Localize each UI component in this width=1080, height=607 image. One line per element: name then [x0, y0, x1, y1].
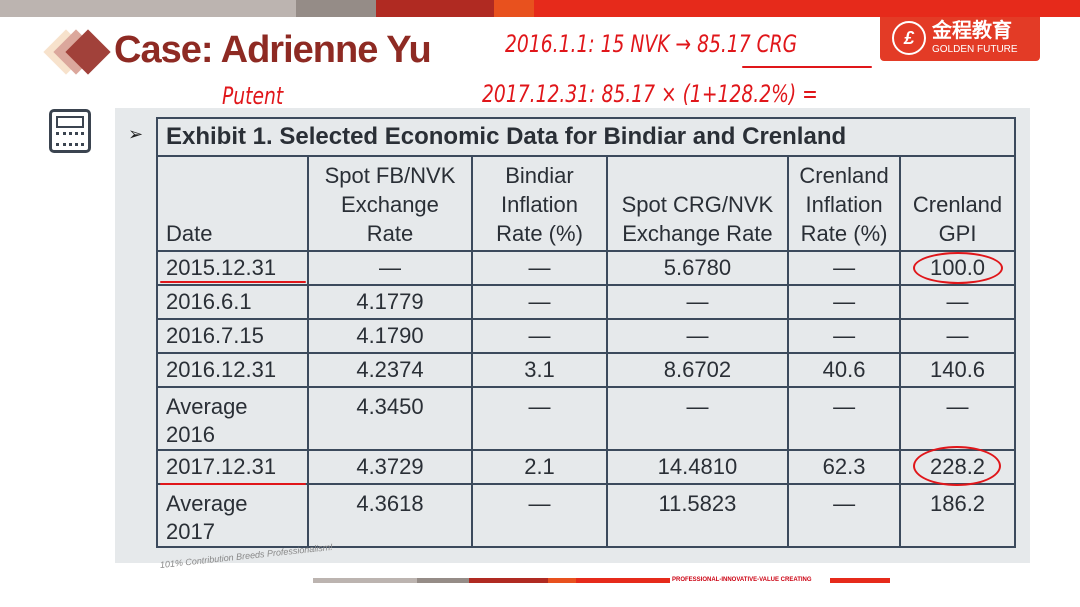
annotation-circle [913, 446, 1001, 486]
footer-bar [830, 578, 890, 583]
table-caption: Exhibit 1. Selected Economic Data for Bi… [156, 117, 1016, 157]
footer-bar [576, 578, 670, 583]
table-cell: — [471, 284, 608, 320]
table-cell: 4.2374 [306, 352, 474, 388]
footer-bar [313, 578, 417, 583]
footer-bar [417, 578, 469, 583]
logo-seal-icon: £ [892, 21, 926, 55]
table-cell: 4.3450 [306, 386, 474, 451]
table-cell: 40.6 [787, 352, 902, 388]
table-cell: 4.1779 [306, 284, 474, 320]
table-cell: 2.1 [471, 449, 608, 485]
table-cell: — [787, 250, 902, 286]
table-cell: 4.3618 [306, 483, 474, 548]
table-cell: 11.5823 [605, 483, 790, 548]
table-cell: 4.3729 [306, 449, 474, 485]
column-header: Spot FB/NVK Exchange Rate [306, 155, 474, 252]
table-cell: — [471, 483, 608, 548]
column-header: Crenland GPI [899, 155, 1016, 252]
column-header: Spot CRG/NVK Exchange Rate [605, 155, 790, 252]
annotation-line2: 2017.12.31: 85.17 × (1+128.2%) = [482, 80, 818, 108]
table-cell: — [787, 386, 902, 451]
table-cell: 2015.12.31 [156, 250, 309, 286]
column-header: Date [156, 155, 309, 252]
footer-tagline: PROFESSIONAL-INNOVATIVE-VALUE CREATING [672, 577, 812, 583]
top-bar-segment [0, 0, 296, 17]
table-cell: 186.2 [899, 483, 1016, 548]
annotation-underline [160, 483, 306, 485]
table-cell: — [471, 386, 608, 451]
top-bar-segment [376, 0, 494, 17]
brand-logo: £ 金程教育 GOLDEN FUTURE [880, 17, 1040, 61]
table-row: Average 2017 4.3618—11.5823—186.2 [156, 483, 1016, 548]
table-cell: 8.6702 [605, 352, 790, 388]
table-cell: — [471, 318, 608, 354]
table-row: Average 2016 4.3450— — — — [156, 386, 1016, 451]
column-header: Bindiar Inflation Rate (%) [471, 155, 608, 252]
column-header: Crenland Inflation Rate (%) [787, 155, 902, 252]
top-bar-segment [296, 0, 376, 17]
logo-text-cn: 金程教育 [932, 20, 1012, 42]
top-bar-segment [534, 0, 1080, 17]
table-cell: 62.3 [787, 449, 902, 485]
arrow-bullet-icon: ➢ [128, 124, 144, 144]
table-cell: — [471, 250, 608, 286]
table-row: 2016.7.15 4.1790— — — — [156, 318, 1016, 354]
table-cell: 140.6 [899, 352, 1016, 388]
table-row: 2017.12.31 4.3729 2.1 14.4810 62.3 228.2 [156, 449, 1016, 485]
annotation-line1: 2016.1.1: 15 NVK → 85.17 CRG [505, 30, 798, 58]
table-row: 2015.12.31— —5.6780—100.0 [156, 250, 1016, 286]
table-cell: — [306, 250, 474, 286]
table-cell: — [605, 284, 790, 320]
table-cell: — [899, 386, 1016, 451]
table-cell: Average 2017 [156, 483, 309, 548]
annotation-underline [742, 66, 872, 68]
footer-bar [548, 578, 576, 583]
table-cell: 2017.12.31 [156, 449, 309, 485]
table-cell: — [899, 318, 1016, 354]
table-cell: 14.4810 [605, 449, 790, 485]
table-cell: — [787, 318, 902, 354]
footer-bar [469, 578, 548, 583]
table-cell: 5.6780 [605, 250, 790, 286]
table-row: 2016.6.1 4.1779— — — — [156, 284, 1016, 320]
table-cell: — [605, 386, 790, 451]
top-bar-segment [494, 0, 534, 17]
calculator-icon[interactable] [49, 109, 91, 153]
table-row: 2016.12.31 4.2374 3.1 8.6702 40.6 140.6 [156, 352, 1016, 388]
table-cell: 3.1 [471, 352, 608, 388]
annotation-underline [160, 281, 306, 283]
table-cell: 2016.6.1 [156, 284, 309, 320]
table-cell: 2016.7.15 [156, 318, 309, 354]
table-cell: 2016.12.31 [156, 352, 309, 388]
economic-data-table: Exhibit 1. Selected Economic Data for Bi… [156, 117, 1016, 548]
table-cell: — [899, 284, 1016, 320]
table-cell: 4.1790 [306, 318, 474, 354]
table-cell: Average 2016 [156, 386, 309, 451]
table-cell: — [605, 318, 790, 354]
annotation-circle [913, 252, 1003, 284]
page-title: Case: Adrienne Yu [114, 29, 432, 71]
logo-text-en: GOLDEN FUTURE [932, 44, 1018, 55]
table-cell: — [787, 284, 902, 320]
table-cell: — [787, 483, 902, 548]
annotation-note: Putent [222, 82, 284, 110]
